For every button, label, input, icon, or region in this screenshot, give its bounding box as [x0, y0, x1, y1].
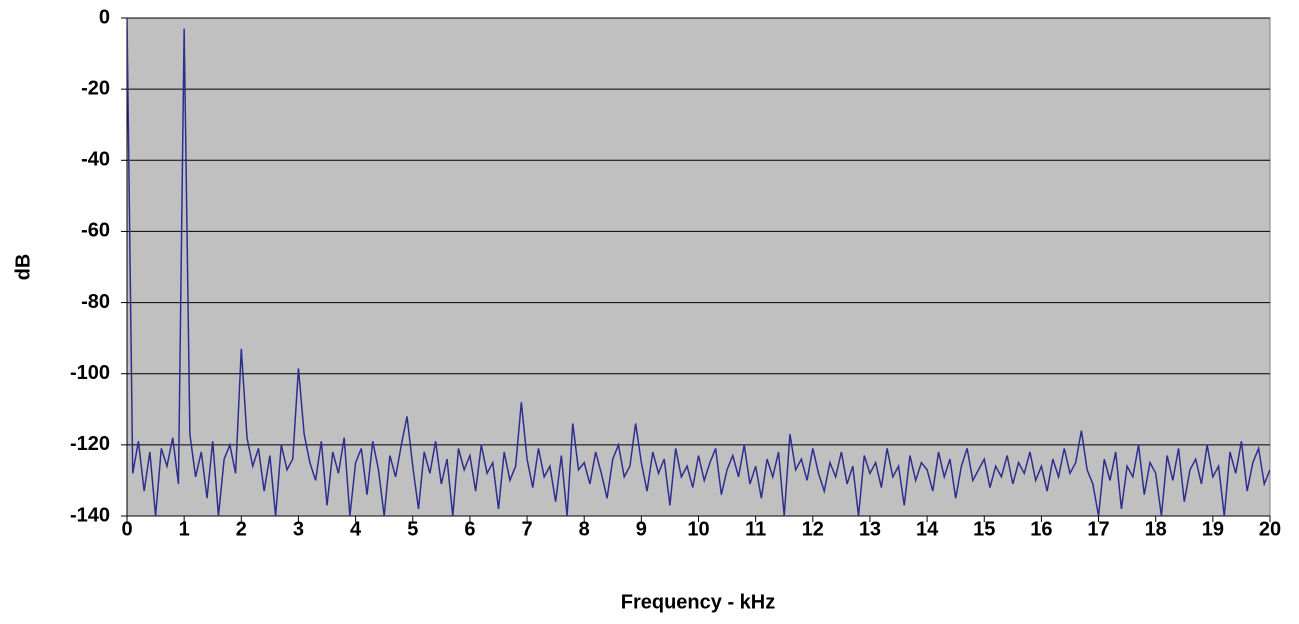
x-tick-label: 17: [1087, 518, 1109, 540]
y-tick-label: -40: [81, 149, 110, 171]
spectrum-line: [127, 18, 1270, 516]
x-tick-label: 7: [521, 518, 532, 540]
y-tick-label: -80: [81, 291, 110, 313]
y-tick-label: -100: [70, 362, 110, 384]
x-tick-label: 15: [973, 518, 995, 540]
y-axis-label: dB: [12, 254, 34, 281]
x-tick-label: 6: [464, 518, 475, 540]
x-tick-label: 16: [1030, 518, 1052, 540]
x-tick-label: 4: [350, 518, 362, 540]
y-tick-label: -60: [81, 220, 110, 242]
x-tick-label: 19: [1202, 518, 1224, 540]
x-tick-label: 11: [745, 518, 766, 540]
x-tick-label: 0: [121, 518, 132, 540]
x-tick-label: 5: [407, 518, 418, 540]
x-tick-label: 3: [293, 518, 304, 540]
y-tick-label: 0: [99, 6, 110, 28]
x-tick-label: 12: [802, 518, 824, 540]
x-tick-label: 20: [1259, 518, 1281, 540]
x-tick-label: 18: [1145, 518, 1167, 540]
x-tick-label: 10: [687, 518, 709, 540]
x-tick-label: 9: [636, 518, 647, 540]
x-tick-label: 14: [916, 518, 939, 540]
plot-area: [126, 17, 1271, 517]
y-tick-label: -140: [70, 504, 110, 526]
y-tick-label: -120: [70, 433, 110, 455]
x-tick-label: 1: [179, 518, 190, 540]
y-tick-label: -20: [81, 77, 110, 99]
x-tick-label: 2: [236, 518, 247, 540]
x-axis-label: Frequency - kHz: [621, 591, 775, 613]
x-tick-label: 13: [859, 518, 881, 540]
x-tick-label: 8: [579, 518, 590, 540]
